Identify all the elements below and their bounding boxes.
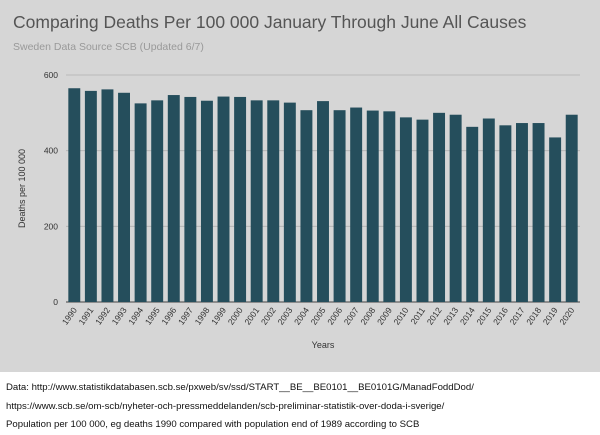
bar-2004 (300, 110, 313, 302)
chart-subtitle: Sweden Data Source SCB (Updated 6/7) (13, 41, 204, 53)
bar-2003 (283, 102, 296, 302)
bar-2017 (515, 123, 528, 302)
chart-panel: Comparing Deaths Per 100 000 January Thr… (0, 0, 600, 372)
y-tick-label: 600 (44, 70, 58, 80)
bar-2012 (433, 112, 446, 302)
bar-2014 (466, 126, 479, 302)
x-tick-label: 2016 (491, 305, 510, 326)
x-tick-label: 2000 (226, 305, 245, 326)
x-tick-label: 2011 (408, 305, 427, 326)
x-tick-label: 1997 (176, 305, 195, 326)
x-axis-title: Years (312, 340, 335, 350)
bar-2005 (317, 101, 329, 302)
x-tick-label: 2014 (458, 305, 477, 326)
x-tick-label: 2007 (342, 305, 361, 326)
bar-2020 (565, 114, 578, 302)
x-tick-label: 2004 (292, 305, 311, 326)
x-tick-label: 2001 (242, 305, 261, 326)
data-source-line: Data: http://www.statistikdatabasen.scb.… (6, 382, 474, 393)
x-tick-label: 1991 (76, 305, 95, 326)
y-axis-title: Deaths per 100 000 (17, 149, 27, 228)
y-tick-label: 0 (53, 297, 58, 307)
bar-2001 (250, 100, 263, 303)
bar-2006 (333, 110, 346, 302)
x-tick-label: 1994 (126, 305, 145, 326)
x-tick-label: 2005 (309, 305, 328, 326)
y-axis-ticks: 0 200 400 600 (44, 70, 58, 307)
bar-1998 (200, 100, 213, 302)
x-tick-label: 1993 (110, 305, 129, 326)
bars (68, 88, 578, 303)
x-tick-label: 2015 (474, 305, 493, 326)
bar-1990 (68, 88, 81, 302)
population-note-line: Population per 100 000, eg deaths 1990 c… (6, 419, 420, 430)
source-notes: Data: http://www.statistikdatabasen.scb.… (6, 379, 596, 435)
bar-2008 (366, 110, 379, 303)
bar-1992 (101, 89, 114, 302)
x-tick-label: 2008 (358, 305, 377, 326)
x-tick-label: 2017 (508, 305, 527, 326)
bar-2016 (499, 125, 512, 303)
x-tick-label: 2010 (391, 305, 410, 326)
bar-2009 (383, 111, 396, 302)
x-tick-label: 1999 (209, 305, 228, 326)
x-tick-label: 2002 (259, 305, 278, 326)
bar-2007 (350, 107, 363, 302)
x-tick-label: 2013 (441, 305, 460, 326)
y-tick-label: 400 (44, 146, 58, 156)
bar-1991 (84, 90, 97, 302)
scb-news-link-line: https://www.scb.se/om-scb/nyheter-och-pr… (6, 400, 445, 412)
bar-1996 (167, 95, 180, 302)
bar-1999 (217, 96, 230, 302)
bar-2013 (449, 114, 462, 302)
x-tick-label: 2003 (275, 305, 294, 326)
x-tick-label: 2012 (425, 305, 444, 326)
bar-2010 (399, 117, 412, 302)
x-tick-label: 1992 (93, 305, 112, 326)
bar-2015 (482, 118, 495, 302)
x-tick-label: 1995 (143, 305, 162, 326)
x-tick-label: 1990 (60, 305, 79, 326)
x-tick-label: 1998 (193, 305, 212, 326)
x-tick-label: 2020 (557, 305, 576, 326)
bar-1997 (184, 96, 197, 303)
bar-2018 (532, 123, 545, 302)
bar-1995 (151, 100, 164, 303)
x-tick-label: 2009 (375, 305, 394, 326)
bar-2002 (267, 100, 280, 303)
x-tick-label: 2018 (524, 305, 543, 326)
y-tick-label: 200 (44, 221, 58, 231)
bar-2011 (416, 119, 429, 302)
x-axis-ticks: 1990199119921993199419951996199719981999… (60, 305, 577, 326)
x-tick-label: 1996 (159, 305, 178, 326)
chart-title: Comparing Deaths Per 100 000 January Thr… (13, 12, 527, 32)
x-tick-label: 2006 (325, 305, 344, 326)
bar-2019 (549, 137, 562, 302)
bar-1993 (118, 92, 131, 302)
bar-1994 (134, 103, 147, 302)
bar-2000 (234, 96, 247, 303)
x-tick-label: 2019 (541, 305, 560, 326)
